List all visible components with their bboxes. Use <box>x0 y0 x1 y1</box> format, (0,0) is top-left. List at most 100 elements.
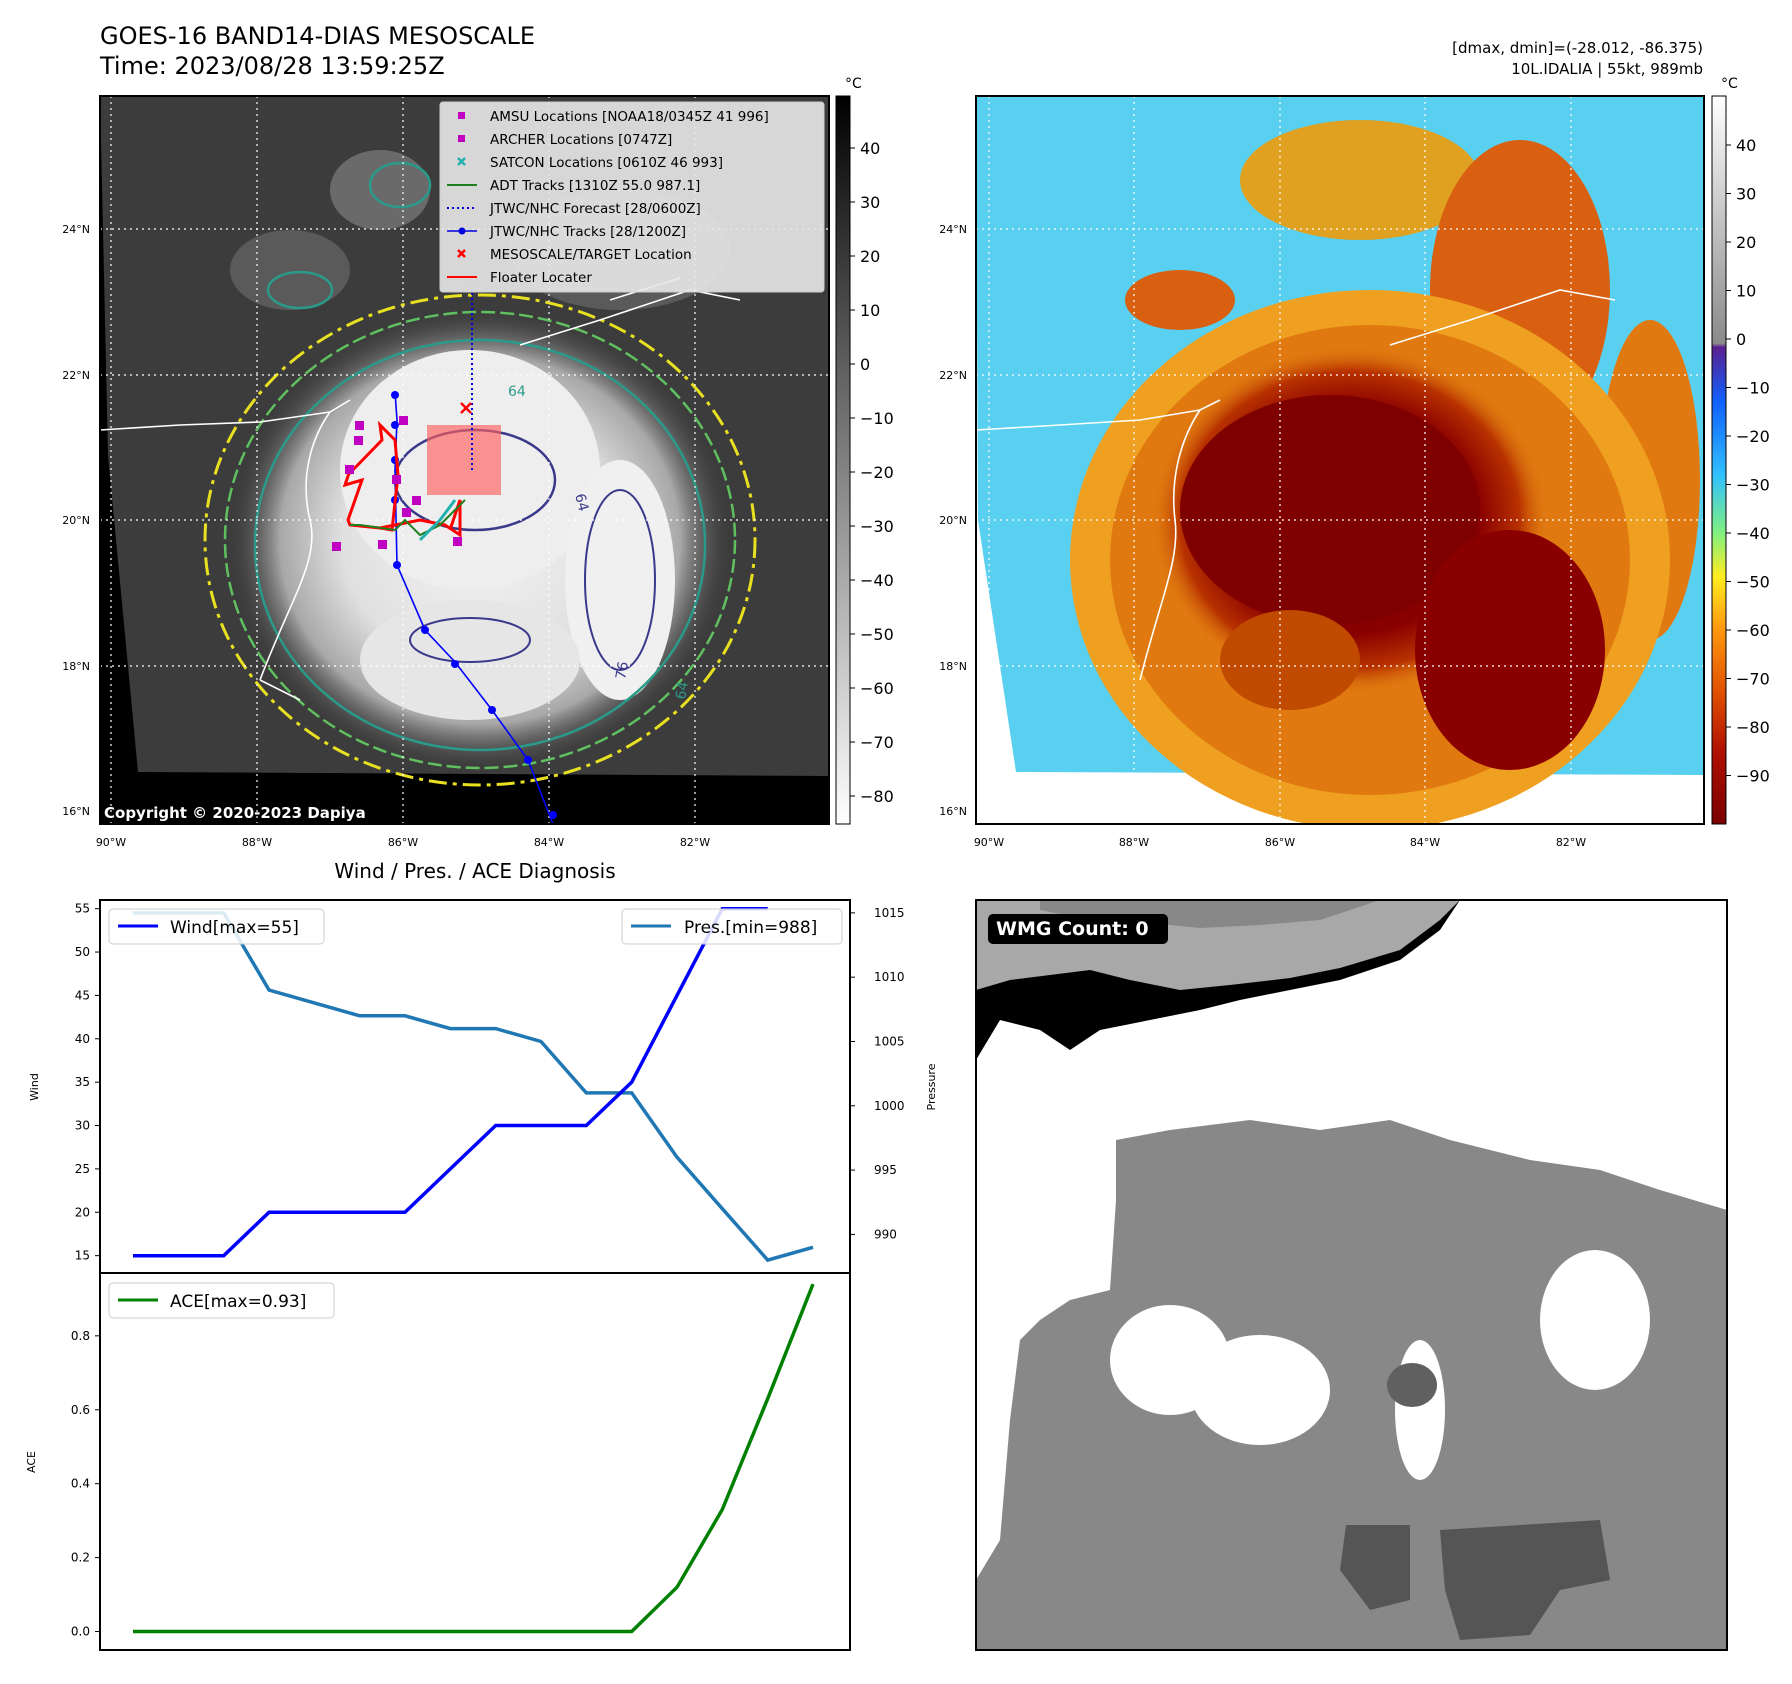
legend-entry: ADT Tracks [1310Z 55.0 987.1] <box>447 178 700 194</box>
colorbar-tick-label: −30 <box>860 517 894 536</box>
legend-entry: AMSU Locations [NOAA18/0345Z 41 996] <box>458 109 769 125</box>
svg-text:AMSU Locations [NOAA18/0345Z 4: AMSU Locations [NOAA18/0345Z 41 996] <box>490 109 769 125</box>
wind-tick-label: 35 <box>75 1075 90 1089</box>
svg-text:ADT Tracks [1310Z 55.0 987.1]: ADT Tracks [1310Z 55.0 987.1] <box>490 178 700 194</box>
lat-label: 22°N <box>939 369 967 382</box>
lat-label: 20°N <box>62 514 90 527</box>
lon-label: 86°W <box>388 836 418 849</box>
svg-text:JTWC/NHC Forecast [28/0600Z]: JTWC/NHC Forecast [28/0600Z] <box>489 201 701 217</box>
legend-entry: JTWC/NHC Forecast [28/0600Z] <box>447 201 701 217</box>
pressure-legend: Pres.[min=988] <box>621 908 843 945</box>
colorbar-tick-label: −50 <box>860 625 894 644</box>
colorbar-tick-label: 40 <box>1736 136 1756 155</box>
ace-tick-label: 0.4 <box>71 1477 90 1491</box>
ir-map-panel: 64 76 64 64 Copyright © 2020-2023 Dapiya… <box>62 76 894 849</box>
colorbar-tick-label: 0 <box>860 355 870 374</box>
legend-entry: JTWC/NHC Tracks [28/1200Z] <box>447 224 686 240</box>
svg-text:ARCHER Locations [0747Z]: ARCHER Locations [0747Z] <box>490 132 672 148</box>
legend-entry: SATCON Locations [0610Z 46 993] <box>457 155 723 171</box>
colorbar-tick-label: −90 <box>1736 767 1770 786</box>
wind-tick-label: 20 <box>75 1205 90 1219</box>
wmg-count-badge: WMG Count: 0 <box>988 914 1168 944</box>
colorbar-tick-label: −20 <box>860 463 894 482</box>
ace-legend-label: ACE[max=0.93] <box>170 1292 306 1312</box>
contour-label: 64 <box>571 492 591 513</box>
copyright-label: Copyright © 2020-2023 Dapiya <box>104 804 366 822</box>
wind-tick-label: 25 <box>75 1162 90 1176</box>
colorbar-tick-label: −70 <box>860 733 894 752</box>
svg-text:SATCON Locations [0610Z 46 993: SATCON Locations [0610Z 46 993] <box>490 155 723 171</box>
pressure-series-line <box>133 911 814 1263</box>
colorbar-tick-label: −40 <box>1736 524 1770 543</box>
colorbar-tick-label: −30 <box>1736 476 1770 495</box>
svg-text:MESOSCALE/TARGET Location: MESOSCALE/TARGET Location <box>490 247 692 263</box>
ace-tick-label: 0.2 <box>71 1551 90 1565</box>
lat-label: 22°N <box>62 369 90 382</box>
dmax-dmin-label: [dmax, dmin]=(-28.012, -86.375) <box>1452 39 1703 57</box>
svg-text:JTWC/NHC Tracks [28/1200Z]: JTWC/NHC Tracks [28/1200Z] <box>489 224 686 240</box>
contour-label: 76 <box>613 660 632 680</box>
colorbar-tick-label: −60 <box>860 679 894 698</box>
colorbar-unit: °C <box>1721 76 1738 92</box>
contour-label: 64 <box>673 680 692 700</box>
diagnosis-panel: Wind / Pres. / ACE Diagnosis Wind Pressu… <box>25 859 938 1651</box>
x-marker-icon <box>457 157 466 166</box>
colorbar-tick-label: 30 <box>1736 185 1756 204</box>
square-marker-icon <box>458 135 465 142</box>
lat-label: 18°N <box>939 660 967 673</box>
lon-label: 84°W <box>534 836 564 849</box>
ace-tick-label: 0.0 <box>71 1625 90 1639</box>
lat-label: 20°N <box>939 514 967 527</box>
colorbar-tick-label: 20 <box>1736 233 1756 252</box>
lat-label: 24°N <box>939 223 967 236</box>
color-colorbar: °C 40 30 20 10 0 −10 −20 −30 −40 −50 −60 −70 −80 −90 <box>1711 76 1770 825</box>
colorbar-tick-label: −70 <box>1736 670 1770 689</box>
pressure-legend-label: Pres.[min=988] <box>684 918 817 938</box>
wind-legend-label: Wind[max=55] <box>170 918 299 938</box>
ir-colorbar: °C 40 30 20 10 0 −10 −20 −30 −40 −50 −60 −70 −80 <box>835 76 894 825</box>
colorbar-tick-label: −40 <box>860 571 894 590</box>
color-map-panel: 24°N 22°N 20°N 18°N 16°N 90°W 88°W 86°W … <box>939 76 1770 849</box>
contour-label: 64 <box>508 384 526 400</box>
wmg-panel: WMG Count: 0 <box>975 899 1728 1651</box>
figure-time: Time: 2023/08/28 13:59:25Z <box>99 52 445 80</box>
colorbar-tick-label: −10 <box>1736 379 1770 398</box>
figure-title: GOES-16 BAND14-DIAS MESOSCALE <box>100 22 535 50</box>
wind-legend: Wind[max=55] <box>108 908 325 945</box>
lon-label: 90°W <box>96 836 126 849</box>
ace-axis-label: ACE <box>25 1451 38 1473</box>
pressure-tick-label: 1015 <box>874 906 905 920</box>
lat-label: 16°N <box>62 805 90 818</box>
wind-tick-label: 55 <box>75 902 90 916</box>
pressure-tick-label: 990 <box>874 1227 897 1241</box>
wind-tick-label: 50 <box>75 945 90 959</box>
legend-entry: ARCHER Locations [0747Z] <box>458 132 672 148</box>
colorbar-tick-label: −10 <box>860 409 894 428</box>
colorbar-tick-label: −80 <box>860 787 894 806</box>
colorbar-tick-label: 30 <box>860 193 880 212</box>
lat-label: 16°N <box>939 805 967 818</box>
colorbar-tick-label: 0 <box>1736 330 1746 349</box>
x-marker-icon <box>457 249 466 258</box>
lat-label: 24°N <box>62 223 90 236</box>
wind-tick-label: 15 <box>75 1249 90 1263</box>
lon-label: 88°W <box>242 836 272 849</box>
colorbar-tick-label: −20 <box>1736 427 1770 446</box>
lon-label: 88°W <box>1119 836 1149 849</box>
wind-axis-label: Wind <box>28 1073 41 1101</box>
colorbar-tick-label: −60 <box>1736 621 1770 640</box>
pressure-tick-label: 1010 <box>874 970 905 984</box>
colorbar-tick-label: −50 <box>1736 573 1770 592</box>
colorbar-tick-label: −80 <box>1736 718 1770 737</box>
ace-series-line <box>133 1283 815 1634</box>
legend-entry: MESOSCALE/TARGET Location <box>457 247 692 263</box>
lon-label: 84°W <box>1410 836 1440 849</box>
chart-title: Wind / Pres. / ACE Diagnosis <box>334 859 615 883</box>
lon-label: 82°W <box>680 836 710 849</box>
square-marker-icon <box>458 112 465 119</box>
lat-label: 18°N <box>62 660 90 673</box>
ace-tick-label: 0.6 <box>71 1403 90 1417</box>
pressure-tick-label: 995 <box>874 1163 897 1177</box>
wind-tick-label: 30 <box>75 1119 90 1133</box>
